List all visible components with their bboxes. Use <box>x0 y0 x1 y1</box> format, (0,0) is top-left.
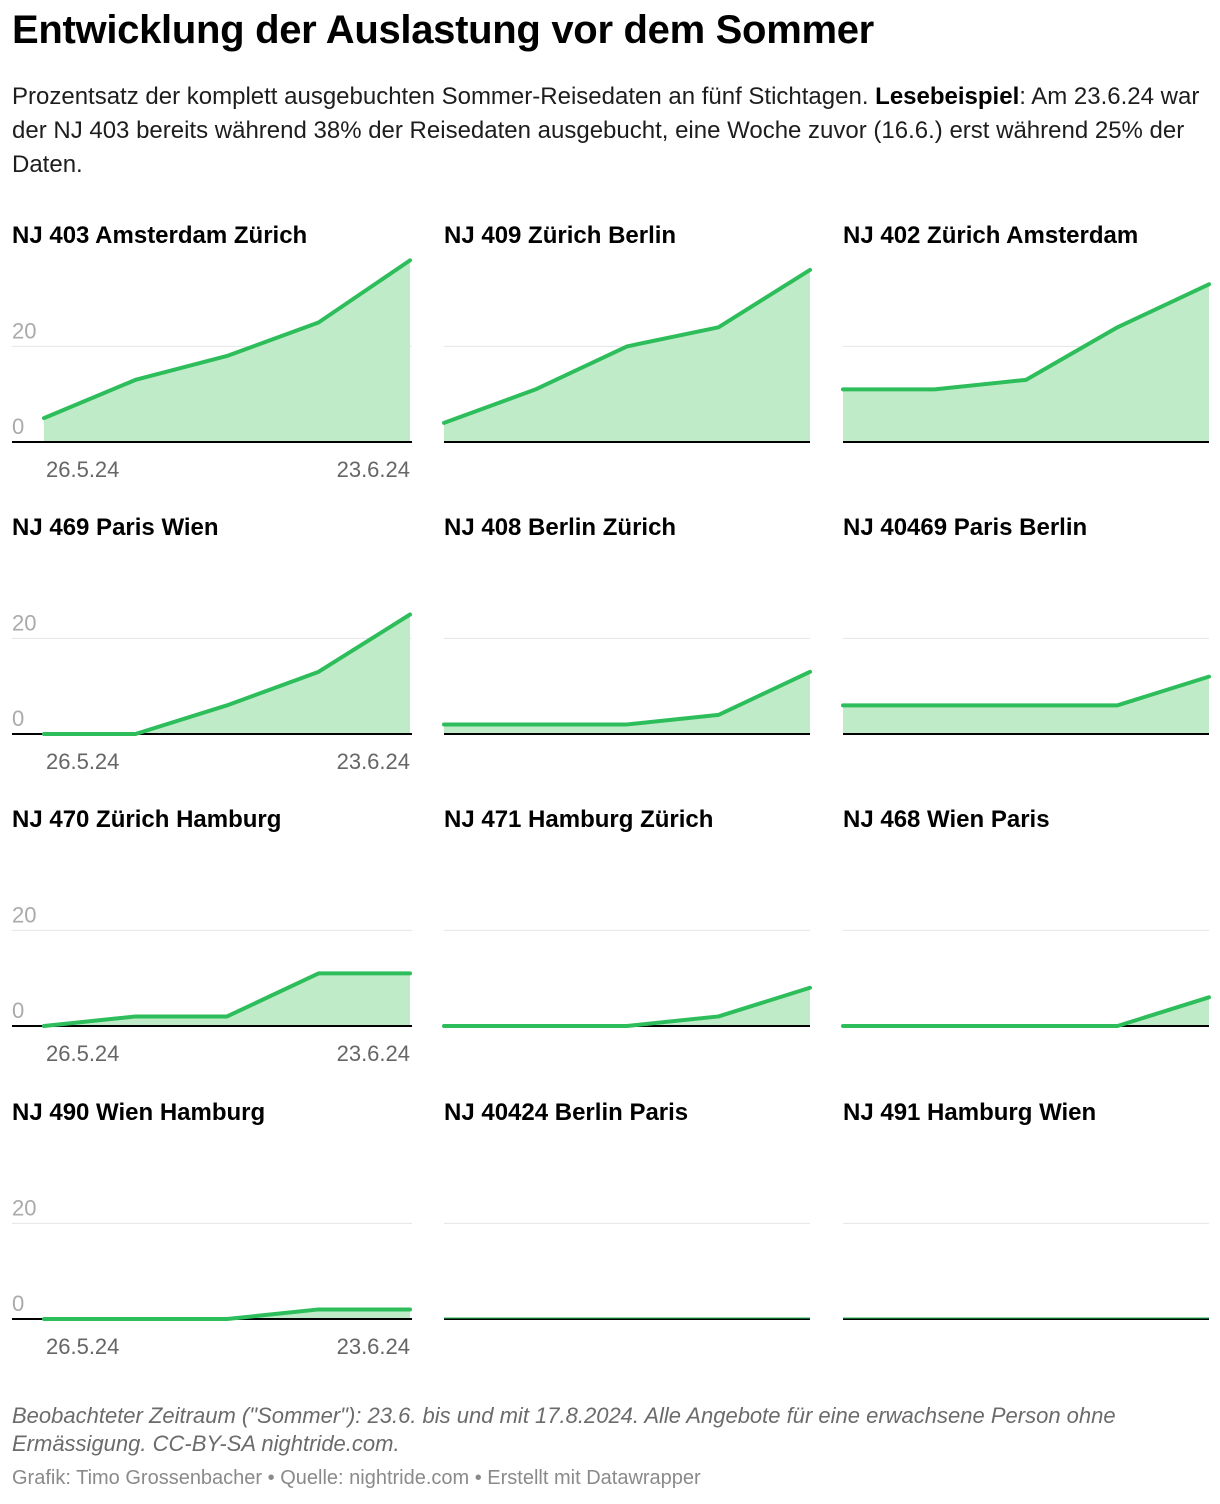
x-tick-label: 23.6.24 <box>337 1334 410 1359</box>
y-tick-label: 20 <box>12 902 36 927</box>
panel-plot: 0 20 26.5.24 23.6.24 <box>12 610 412 774</box>
panel-title: NJ 468 Wien Paris <box>843 806 1050 833</box>
panel-4: NJ 469 Paris Wien 0 20 26.5.24 23.6.24 <box>12 514 412 784</box>
panel-plot <box>841 282 1211 443</box>
series-area <box>444 269 810 442</box>
x-tick-label: 26.5.24 <box>46 1041 119 1066</box>
y-tick-label: 0 <box>12 998 24 1023</box>
panel-11: NJ 40424 Berlin Paris <box>444 1099 810 1369</box>
panel-plot: 0 20 26.5.24 23.6.24 <box>12 258 412 482</box>
panel-plot <box>843 1222 1209 1320</box>
y-tick-label: 0 <box>12 414 24 439</box>
panel-title: NJ 40424 Berlin Paris <box>444 1099 689 1126</box>
series-area <box>843 284 1209 442</box>
series-area <box>44 973 410 1026</box>
panel-plot <box>442 267 812 443</box>
panel-2: NJ 409 Zürich Berlin <box>442 222 812 492</box>
panel-title: NJ 409 Zürich Berlin <box>444 222 677 249</box>
y-tick-label: 20 <box>12 610 36 635</box>
panel-title: NJ 40469 Paris Berlin <box>843 514 1088 541</box>
panel-plot <box>841 637 1211 735</box>
panel-10: NJ 490 Wien Hamburg 0 20 26.5.24 23.6.24 <box>12 1099 412 1369</box>
panel-title: NJ 469 Paris Wien <box>12 514 219 541</box>
panel-7: NJ 470 Zürich Hamburg 0 20 26.5.24 23.6.24 <box>12 806 412 1076</box>
series-line <box>442 669 812 727</box>
y-tick-label: 0 <box>12 1291 24 1316</box>
y-tick-label: 20 <box>12 318 36 343</box>
series-line <box>442 985 812 1028</box>
chart-title: Entwicklung der Auslastung vor dem Somme… <box>12 8 874 52</box>
footnote: Beobachteter Zeitraum ("Sommer"): 23.6. … <box>12 1403 1116 1456</box>
panel-5: NJ 408 Berlin Zürich <box>442 514 812 784</box>
panel-12: NJ 491 Hamburg Wien <box>843 1099 1209 1369</box>
series-line <box>42 612 412 736</box>
panel-plot <box>442 637 812 735</box>
x-tick-label: 26.5.24 <box>46 749 119 774</box>
panel-title: NJ 471 Hamburg Zürich <box>444 806 714 833</box>
panel-title: NJ 491 Hamburg Wien <box>843 1099 1097 1126</box>
panel-6: NJ 40469 Paris Berlin <box>841 514 1211 784</box>
panel-9: NJ 468 Wien Paris <box>841 806 1211 1076</box>
chart-description: Prozentsatz der komplett ausgebuchten So… <box>12 80 1207 182</box>
series-line <box>841 674 1211 708</box>
panel-plot: 0 20 26.5.24 23.6.24 <box>12 1195 412 1359</box>
description-plain: Prozentsatz der komplett ausgebuchten So… <box>12 83 869 110</box>
series-area <box>44 260 410 442</box>
panel-title: NJ 470 Zürich Hamburg <box>12 806 282 833</box>
y-tick-label: 20 <box>12 1195 36 1220</box>
x-tick-label: 23.6.24 <box>337 749 410 774</box>
x-tick-label: 26.5.24 <box>46 1334 119 1359</box>
panel-plot: 0 20 26.5.24 23.6.24 <box>12 902 412 1066</box>
description-rest: : Am 23.6.24 war der NJ 403 bereits währ… <box>12 83 1200 178</box>
panel-title: NJ 403 Amsterdam Zürich <box>12 222 308 249</box>
series-line <box>42 971 412 1028</box>
panel-1: NJ 403 Amsterdam Zürich 0 20 26.5.24 23.6.24 <box>12 222 412 492</box>
series-line <box>42 1307 412 1321</box>
series-area <box>44 1309 410 1319</box>
description-bold: Lesebeispiel <box>875 83 1020 110</box>
panel-plot <box>841 929 1211 1028</box>
series-line <box>841 995 1211 1028</box>
x-tick-label: 23.6.24 <box>337 1041 410 1066</box>
panel-plot <box>444 1222 810 1320</box>
panel-3: NJ 402 Zürich Amsterdam <box>841 222 1211 492</box>
x-tick-label: 26.5.24 <box>46 457 119 482</box>
panel-plot <box>442 929 812 1028</box>
x-tick-label: 23.6.24 <box>337 457 410 482</box>
series-area <box>444 671 810 734</box>
y-tick-label: 0 <box>12 706 24 731</box>
series-line <box>42 258 412 421</box>
panel-title: NJ 402 Zürich Amsterdam <box>843 222 1139 249</box>
series-area <box>843 997 1209 1026</box>
series-area <box>44 614 410 734</box>
panel-8: NJ 471 Hamburg Zürich <box>442 806 812 1076</box>
series-line <box>442 267 812 425</box>
credit-line: Grafik: Timo Grossenbacher • Quelle: nig… <box>12 1467 701 1489</box>
panel-title: NJ 490 Wien Hamburg <box>12 1099 266 1126</box>
series-line <box>841 282 1211 392</box>
panel-title: NJ 408 Berlin Zürich <box>444 514 677 541</box>
